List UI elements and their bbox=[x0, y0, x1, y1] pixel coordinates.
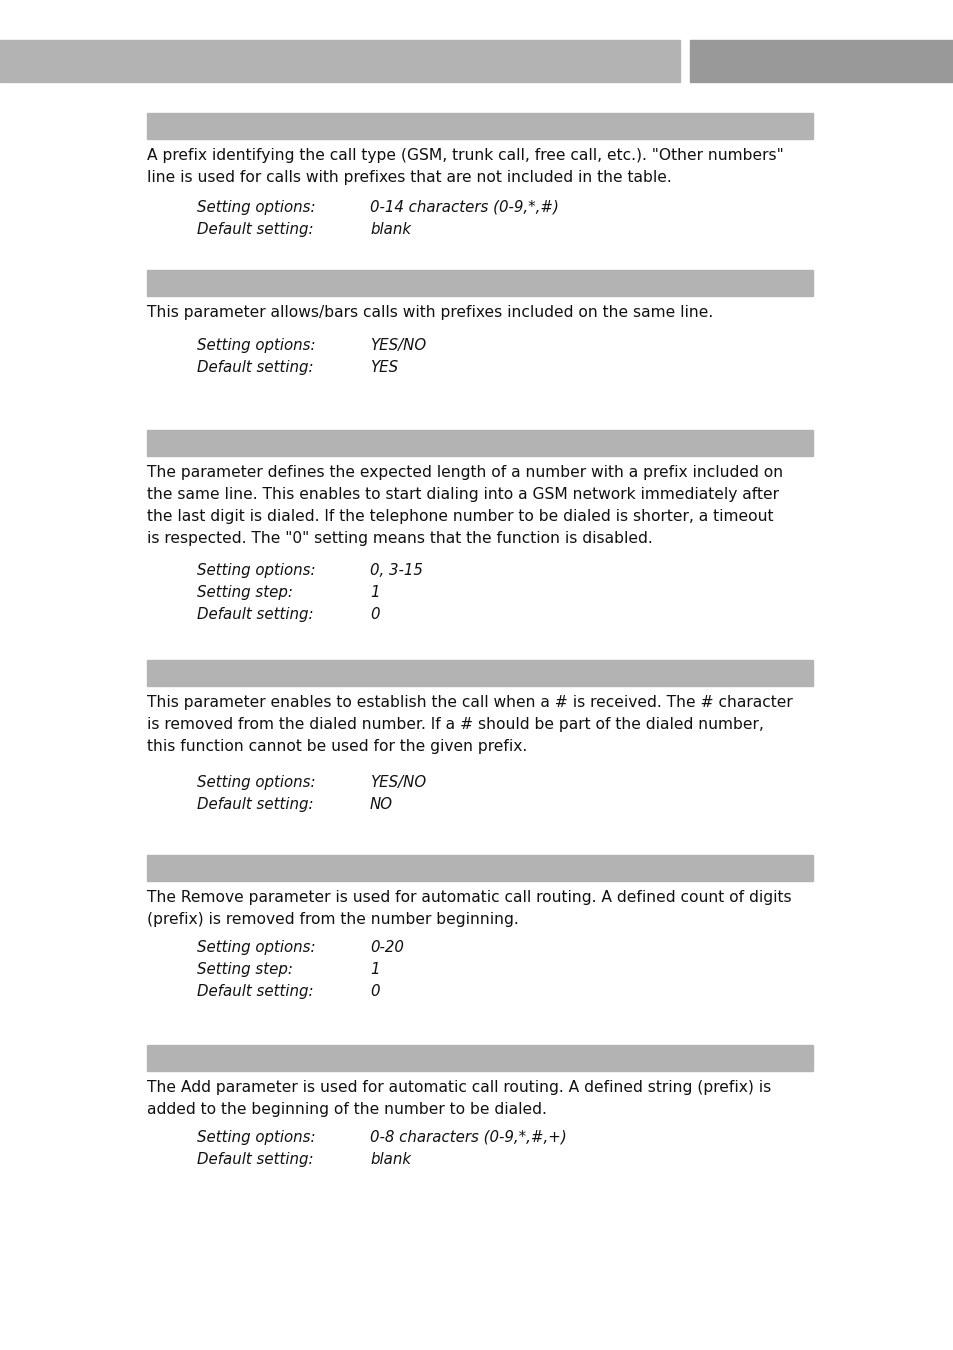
Text: Default setting:: Default setting: bbox=[196, 608, 314, 622]
Text: blank: blank bbox=[370, 1152, 411, 1166]
Text: 0: 0 bbox=[370, 984, 379, 999]
Text: line is used for calls with prefixes that are not included in the table.: line is used for calls with prefixes tha… bbox=[147, 170, 671, 185]
Text: YES/NO: YES/NO bbox=[370, 775, 426, 790]
Bar bbox=[0, 40, 679, 82]
Text: this function cannot be used for the given prefix.: this function cannot be used for the giv… bbox=[147, 738, 527, 755]
Bar bbox=[147, 1045, 812, 1071]
Text: Setting step:: Setting step: bbox=[196, 585, 293, 599]
Text: YES: YES bbox=[370, 360, 397, 375]
Text: blank: blank bbox=[370, 221, 411, 238]
Text: A prefix identifying the call type (GSM, trunk call, free call, etc.). "Other nu: A prefix identifying the call type (GSM,… bbox=[147, 148, 783, 163]
Text: 1: 1 bbox=[370, 963, 379, 977]
Text: YES/NO: YES/NO bbox=[370, 338, 426, 352]
Text: 1: 1 bbox=[370, 585, 379, 599]
Text: 0: 0 bbox=[370, 608, 379, 622]
Text: Setting options:: Setting options: bbox=[196, 338, 315, 352]
Bar bbox=[147, 660, 812, 686]
Text: NO: NO bbox=[370, 796, 393, 811]
Text: is respected. The "0" setting means that the function is disabled.: is respected. The "0" setting means that… bbox=[147, 531, 652, 545]
Text: Default setting:: Default setting: bbox=[196, 984, 314, 999]
Text: the last digit is dialed. If the telephone number to be dialed is shorter, a tim: the last digit is dialed. If the telepho… bbox=[147, 509, 773, 524]
Text: is removed from the dialed number. If a # should be part of the dialed number,: is removed from the dialed number. If a … bbox=[147, 717, 763, 732]
Text: Default setting:: Default setting: bbox=[196, 221, 314, 238]
Bar bbox=[147, 113, 812, 139]
Text: Setting options:: Setting options: bbox=[196, 200, 315, 215]
Text: The Remove parameter is used for automatic call routing. A defined count of digi: The Remove parameter is used for automat… bbox=[147, 890, 791, 905]
Text: Setting step:: Setting step: bbox=[196, 963, 293, 977]
Text: Default setting:: Default setting: bbox=[196, 1152, 314, 1166]
Text: (prefix) is removed from the number beginning.: (prefix) is removed from the number begi… bbox=[147, 913, 518, 927]
Text: Setting options:: Setting options: bbox=[196, 563, 315, 578]
Text: the same line. This enables to start dialing into a GSM network immediately afte: the same line. This enables to start dia… bbox=[147, 487, 779, 502]
Text: 0-14 characters (0-9,*,#): 0-14 characters (0-9,*,#) bbox=[370, 200, 558, 215]
Bar bbox=[147, 855, 812, 882]
Text: Setting options:: Setting options: bbox=[196, 1130, 315, 1145]
Bar bbox=[147, 431, 812, 456]
Text: Setting options:: Setting options: bbox=[196, 940, 315, 954]
Text: Default setting:: Default setting: bbox=[196, 796, 314, 811]
Text: This parameter enables to establish the call when a # is received. The # charact: This parameter enables to establish the … bbox=[147, 695, 792, 710]
Text: added to the beginning of the number to be dialed.: added to the beginning of the number to … bbox=[147, 1102, 546, 1116]
Text: This parameter allows/bars calls with prefixes included on the same line.: This parameter allows/bars calls with pr… bbox=[147, 305, 713, 320]
Bar bbox=[689, 40, 953, 82]
Text: 0-8 characters (0-9,*,#,+): 0-8 characters (0-9,*,#,+) bbox=[370, 1130, 566, 1145]
Text: The Add parameter is used for automatic call routing. A defined string (prefix) : The Add parameter is used for automatic … bbox=[147, 1080, 770, 1095]
Text: 0, 3-15: 0, 3-15 bbox=[370, 563, 422, 578]
Text: The parameter defines the expected length of a number with a prefix included on: The parameter defines the expected lengt… bbox=[147, 464, 782, 481]
Text: 0-20: 0-20 bbox=[370, 940, 403, 954]
Text: Default setting:: Default setting: bbox=[196, 360, 314, 375]
Bar bbox=[147, 270, 812, 296]
Text: Setting options:: Setting options: bbox=[196, 775, 315, 790]
